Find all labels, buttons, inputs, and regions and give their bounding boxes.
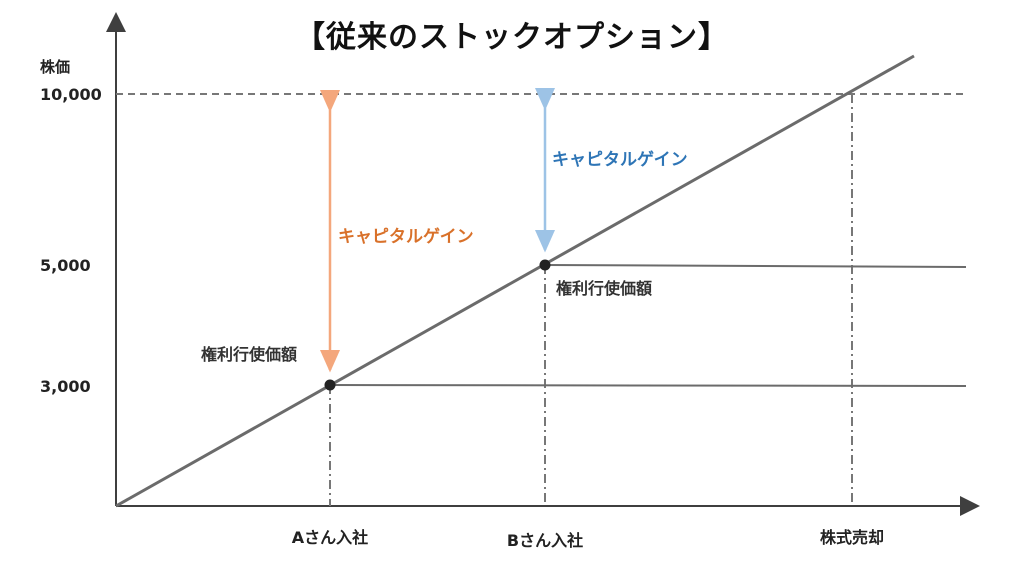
capital-gain-label-a: キャピタルゲイン bbox=[338, 226, 474, 247]
x-tick-sell: 株式売却 bbox=[820, 528, 884, 547]
y-tick-5000: 5,000 bbox=[40, 256, 91, 275]
exercise-point-a bbox=[324, 379, 336, 391]
x-tick-b-join: Bさん入社 bbox=[507, 531, 583, 550]
exercise-price-line-b bbox=[544, 264, 967, 268]
stock-price-line bbox=[115, 54, 915, 508]
y-tick-10000: 10,000 bbox=[40, 85, 102, 104]
capital-gain-label-b: キャピタルゲイン bbox=[552, 149, 688, 170]
diagram-title: 【従来のストックオプション】 bbox=[295, 20, 729, 55]
exercise-point-b bbox=[539, 259, 551, 271]
exercise-price-line-a bbox=[329, 384, 967, 387]
y-tick-3000: 3,000 bbox=[40, 377, 91, 396]
x-tick-a-join: Aさん入社 bbox=[292, 528, 368, 547]
y-axis-label: 株価 bbox=[40, 58, 70, 76]
exercise-price-label-a: 権利行使価額 bbox=[201, 345, 297, 364]
exercise-price-label-b: 権利行使価額 bbox=[556, 279, 652, 298]
